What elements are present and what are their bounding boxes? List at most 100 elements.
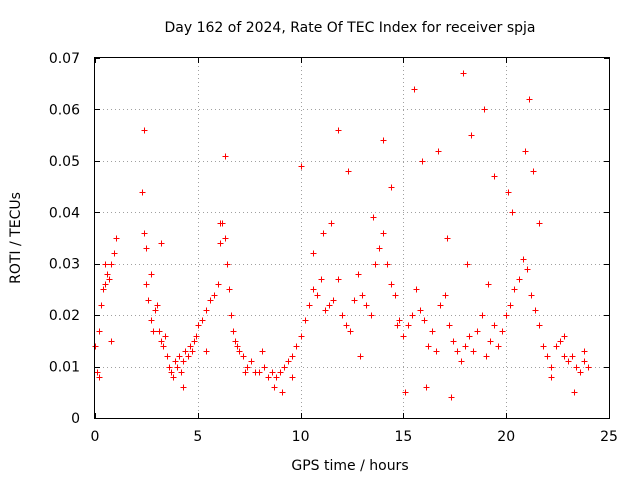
data-point: [158, 240, 165, 247]
y-tick-label: 0.07: [49, 51, 80, 67]
data-point: [143, 245, 150, 252]
data-point: [224, 261, 231, 268]
data-point: [217, 220, 224, 227]
data-point: [182, 348, 189, 355]
data-point: [509, 209, 516, 216]
data-point: [152, 307, 159, 314]
data-point: [495, 343, 502, 350]
data-point: [357, 353, 364, 360]
data-point: [363, 302, 370, 309]
data-point: [499, 328, 506, 335]
data-point: [569, 353, 576, 360]
data-point: [226, 286, 233, 293]
data-point: [108, 338, 115, 345]
data-point: [189, 348, 196, 355]
data-point: [289, 374, 296, 381]
data-point: [143, 281, 150, 288]
data-point: [150, 328, 157, 335]
y-tick-label: 0.02: [49, 308, 80, 324]
data-point: [203, 307, 210, 314]
data-point: [281, 364, 288, 371]
data-point: [265, 374, 272, 381]
data-point: [577, 369, 584, 376]
data-point: [464, 261, 471, 268]
data-point: [359, 292, 366, 299]
data-point: [298, 333, 305, 340]
y-tick-labels: 0 0.01 0.02 0.03 0.04 0.05 0.06 0.07: [49, 51, 80, 427]
data-point: [248, 358, 255, 365]
data-point: [164, 353, 171, 360]
plot-frame: [94, 57, 610, 419]
data-point: [421, 317, 428, 324]
data-points: [92, 70, 592, 401]
data-point: [211, 292, 218, 299]
data-point: [195, 322, 202, 329]
data-point: [148, 317, 155, 324]
data-point: [491, 173, 498, 180]
data-point: [423, 384, 430, 391]
data-point: [328, 220, 335, 227]
data-point: [158, 338, 165, 345]
data-point: [111, 250, 118, 257]
data-point: [156, 328, 163, 335]
data-point: [347, 328, 354, 335]
data-point: [466, 333, 473, 340]
data-point: [174, 364, 181, 371]
data-point: [479, 312, 486, 319]
data-point: [507, 302, 514, 309]
data-point: [106, 276, 113, 283]
data-point: [454, 348, 461, 355]
data-point: [180, 384, 187, 391]
data-point: [96, 328, 103, 335]
data-point: [368, 312, 375, 319]
data-point: [548, 364, 555, 371]
data-point: [384, 261, 391, 268]
data-point: [503, 312, 510, 319]
x-tick-label: 15: [394, 429, 412, 445]
data-point: [172, 358, 179, 365]
x-axis-label: GPS time / hours: [291, 458, 408, 474]
data-point: [298, 163, 305, 170]
data-point: [108, 261, 115, 268]
data-point: [444, 235, 451, 242]
data-point: [532, 307, 539, 314]
y-tick-label: 0.04: [49, 205, 80, 221]
data-point: [113, 235, 120, 242]
data-point: [343, 322, 350, 329]
data-point: [139, 189, 146, 196]
data-point: [565, 358, 572, 365]
data-point: [222, 235, 229, 242]
data-point: [273, 374, 280, 381]
data-point: [372, 261, 379, 268]
data-point: [536, 322, 543, 329]
data-point: [528, 292, 535, 299]
data-point: [483, 353, 490, 360]
data-point: [310, 250, 317, 257]
data-point: [409, 312, 416, 319]
y-tick-label: 0: [71, 411, 80, 427]
data-point: [481, 106, 488, 113]
data-point: [185, 353, 192, 360]
data-point: [435, 148, 442, 155]
data-point: [285, 358, 292, 365]
y-tick-label: 0.06: [49, 102, 80, 118]
data-point: [145, 297, 152, 304]
data-point: [335, 276, 342, 283]
data-point: [400, 333, 407, 340]
data-point: [462, 343, 469, 350]
data-point: [442, 292, 449, 299]
data-point: [380, 230, 387, 237]
data-point: [402, 389, 409, 396]
data-point: [96, 374, 103, 381]
data-point: [370, 214, 377, 221]
data-point: [230, 328, 237, 335]
data-point: [176, 353, 183, 360]
data-point: [261, 364, 268, 371]
data-point: [244, 364, 251, 371]
data-point: [437, 302, 444, 309]
x-tick-label: 20: [497, 429, 515, 445]
data-point: [222, 153, 229, 160]
data-point: [94, 369, 101, 376]
data-point: [561, 353, 568, 360]
